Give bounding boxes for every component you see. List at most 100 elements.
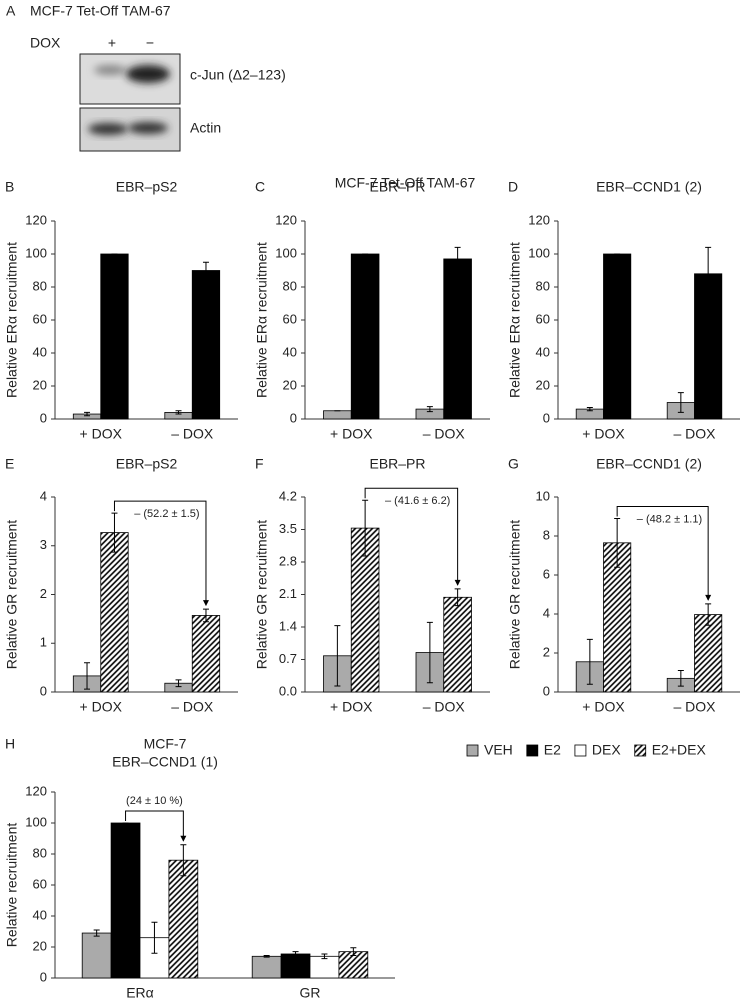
x-tick-label: – DOX [423, 699, 466, 715]
annotation: – (52.2 ± 1.5) [134, 508, 199, 520]
x-tick-label: + DOX [330, 699, 373, 715]
error-bar [93, 929, 100, 937]
annotation: – (41.6 ± 6.2) [385, 495, 450, 507]
bar [280, 953, 311, 979]
bar [110, 822, 141, 979]
error-bar [705, 603, 712, 626]
y-tick-label: 60 [283, 311, 297, 326]
bar [168, 859, 199, 979]
panel-letter: D [508, 179, 518, 195]
bar [100, 532, 129, 693]
bar [694, 614, 723, 693]
error-bar [84, 411, 91, 417]
y-tick-label: 3.5 [279, 521, 297, 536]
error-bar [292, 951, 299, 957]
bar [251, 955, 282, 979]
bar [309, 955, 340, 979]
error-bar [175, 410, 182, 415]
y-tick-label: 10 [536, 488, 550, 503]
y-tick-label: 100 [25, 245, 47, 260]
bracket-arrow [202, 600, 209, 607]
error-bar [426, 406, 433, 413]
figure-title: MCF-7 Tet-Off TAM-67 [335, 175, 476, 191]
y-tick-label: 2 [40, 586, 47, 601]
x-tick-label: – DOX [171, 699, 214, 715]
chart-title: EBR–pS2 [116, 179, 178, 195]
bar [443, 258, 472, 420]
x-tick-label: + DOX [330, 426, 373, 442]
bar [191, 270, 221, 420]
chart-title: EBR–CCND1 (2) [596, 456, 702, 472]
bracket [113, 500, 207, 606]
lane-label: − [146, 35, 154, 51]
y-tick-label: 20 [536, 377, 550, 392]
error-bar [586, 638, 593, 685]
legend-swatch [526, 744, 539, 757]
y-tick-label: 60 [33, 311, 47, 326]
y-tick-label: 4.2 [279, 488, 297, 503]
y-tick-label: 0 [40, 683, 47, 698]
y-tick-label: 0 [543, 683, 550, 698]
y-axis-label: Relative GR recruitment [254, 520, 270, 669]
blot-title: MCF-7 Tet-Off TAM-67 [30, 3, 171, 19]
bracket-arrow [180, 835, 187, 842]
error-bar [180, 844, 187, 877]
panel-letter: H [5, 736, 15, 752]
y-tick-label: 20 [283, 377, 297, 392]
error-bar [151, 921, 158, 954]
y-tick-label: 120 [25, 212, 47, 227]
y-axis-label: Relative GR recruitment [507, 520, 523, 669]
y-tick-label: 20 [33, 938, 47, 953]
error-bar [426, 621, 433, 684]
annotation: (24 ± 10 %) [126, 795, 183, 807]
y-tick-label: 2.1 [279, 586, 297, 601]
bar [81, 932, 112, 979]
y-tick-label: 8 [543, 527, 550, 542]
error-bar [175, 679, 182, 688]
y-axis-label: Relative GR recruitment [4, 520, 20, 669]
legend-label: DEX [592, 742, 621, 758]
chart-title: EBR–CCND1 (2) [596, 179, 702, 195]
y-tick-label: 40 [33, 344, 47, 359]
x-tick-label: – DOX [423, 426, 466, 442]
y-tick-label: 40 [536, 344, 550, 359]
y-tick-label: 0 [40, 410, 47, 425]
y-axis-label: Relative ERα recruitment [4, 242, 20, 398]
y-tick-label: 4 [40, 488, 47, 503]
panel-letter: C [255, 179, 265, 195]
y-tick-label: 60 [33, 876, 47, 891]
error-bar [350, 947, 357, 957]
y-tick-label: 0.0 [279, 683, 297, 698]
y-tick-label: 0 [40, 969, 47, 984]
bracket [125, 810, 184, 841]
bar [338, 951, 369, 979]
y-tick-label: 80 [536, 278, 550, 293]
bracket [616, 505, 709, 600]
band-label: Actin [190, 120, 221, 136]
x-tick-label: – DOX [171, 426, 214, 442]
error-bar [362, 499, 369, 557]
y-tick-label: 120 [528, 212, 550, 227]
chart-title: EBR–pS2 [116, 456, 178, 472]
y-tick-label: 6 [543, 566, 550, 581]
error-bar [454, 246, 461, 271]
error-bar [111, 512, 118, 553]
y-tick-label: 80 [33, 845, 47, 860]
y-tick-label: 1 [40, 635, 47, 650]
y-tick-label: 3 [40, 537, 47, 552]
bar [603, 253, 632, 420]
legend-label: VEH [484, 742, 513, 758]
blot-row-label: DOX [30, 35, 61, 51]
x-tick-label: – DOX [673, 699, 716, 715]
x-tick-label: GR [300, 985, 321, 1001]
y-tick-label: 40 [283, 344, 297, 359]
legend-swatch [634, 744, 647, 757]
y-tick-label: 100 [25, 814, 47, 829]
y-tick-label: 120 [25, 783, 47, 798]
y-tick-label: 1.4 [279, 618, 297, 633]
bracket-arrow [454, 579, 461, 586]
error-bar [263, 955, 270, 958]
y-tick-label: 60 [536, 311, 550, 326]
x-tick-label: – DOX [673, 426, 716, 442]
